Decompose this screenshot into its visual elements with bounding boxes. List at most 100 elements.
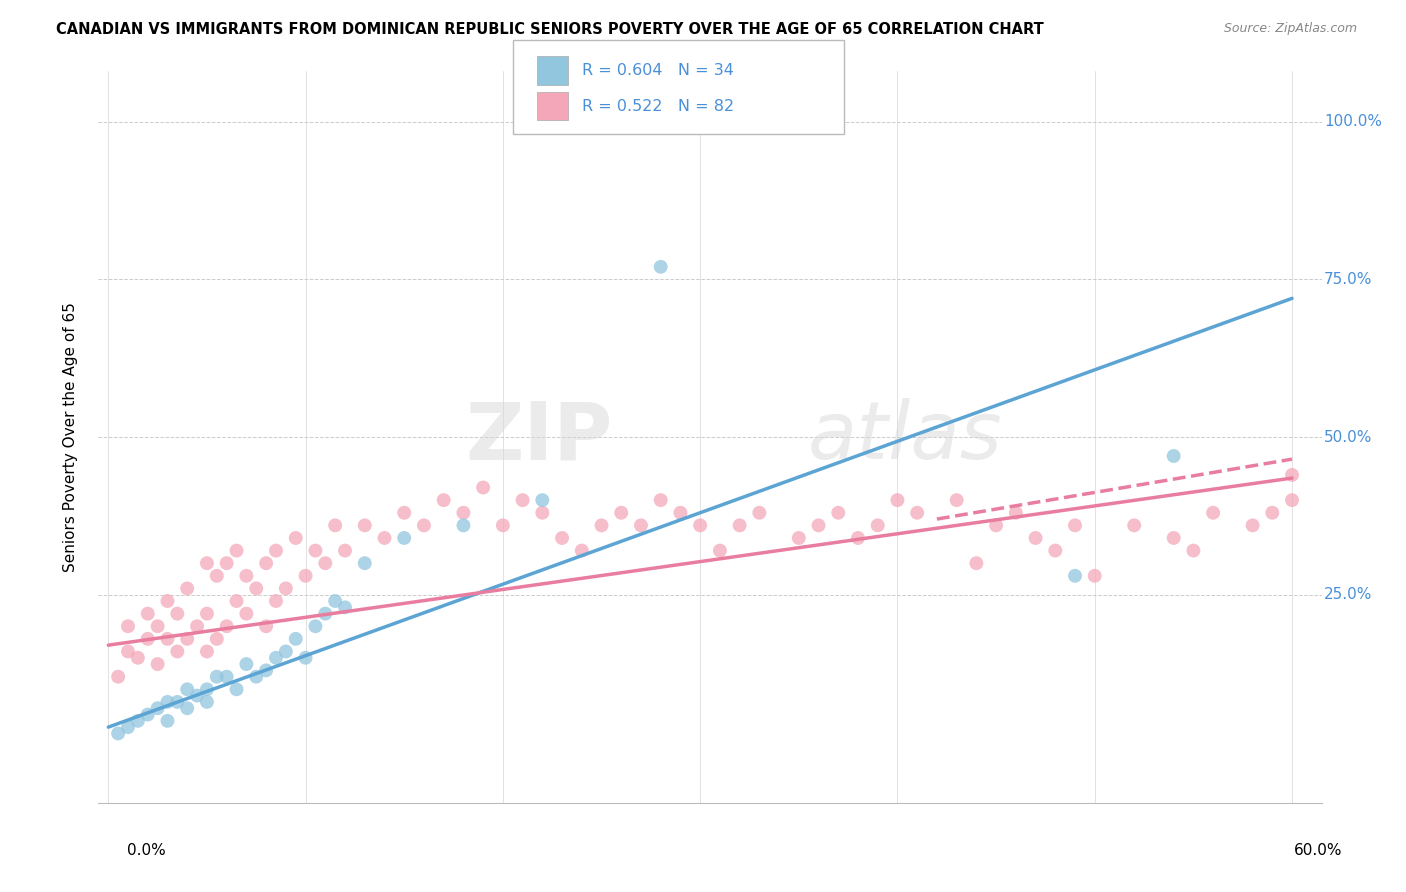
Point (433, 493, 456, 508)
Point (1004, 506, 1026, 520)
Point (294, 650, 316, 665)
Point (353, 518, 375, 533)
Point (127, 650, 149, 665)
Point (205, 632, 228, 646)
Point (254, 619, 277, 633)
Point (136, 607, 159, 621)
Point (294, 569, 316, 583)
Point (333, 543, 356, 558)
Point (205, 670, 228, 684)
Point (215, 556, 238, 570)
Point (886, 493, 908, 508)
Point (274, 644, 297, 658)
Point (453, 518, 475, 533)
Text: Source: ZipAtlas.com: Source: ZipAtlas.com (1223, 22, 1357, 36)
Point (453, 506, 475, 520)
Point (136, 707, 159, 722)
Point (304, 543, 326, 558)
Point (314, 556, 336, 570)
Point (235, 569, 257, 583)
Point (225, 682, 247, 697)
Point (195, 607, 218, 621)
Point (195, 695, 218, 709)
Point (1045, 543, 1067, 558)
Point (1261, 506, 1284, 520)
Text: 60.0%: 60.0% (1295, 843, 1343, 858)
Point (274, 582, 297, 596)
Point (146, 619, 169, 633)
Text: CANADIAN VS IMMIGRANTS FROM DOMINICAN REPUBLIC SENIORS POVERTY OVER THE AGE OF 6: CANADIAN VS IMMIGRANTS FROM DOMINICAN RE… (56, 22, 1045, 37)
Point (1163, 531, 1185, 545)
Point (245, 582, 267, 596)
Point (146, 701, 169, 715)
Point (264, 594, 287, 608)
Text: ZIP: ZIP (465, 398, 612, 476)
Point (1281, 493, 1303, 508)
Point (314, 607, 336, 621)
Point (1064, 518, 1087, 533)
Point (709, 543, 731, 558)
Point (866, 518, 889, 533)
Point (156, 695, 179, 709)
Point (531, 493, 554, 508)
Point (186, 619, 208, 633)
Point (235, 607, 257, 621)
Point (284, 632, 307, 646)
Point (235, 657, 257, 671)
Point (1123, 518, 1146, 533)
Point (136, 632, 159, 646)
Point (166, 695, 188, 709)
Point (176, 632, 198, 646)
Point (195, 682, 218, 697)
Point (1182, 543, 1205, 558)
Point (176, 682, 198, 697)
Point (205, 569, 228, 583)
Text: 25.0%: 25.0% (1324, 587, 1372, 602)
Point (965, 556, 987, 570)
Point (827, 506, 849, 520)
Point (156, 714, 179, 728)
Point (215, 670, 238, 684)
Point (107, 726, 129, 740)
Point (176, 582, 198, 596)
Point (571, 543, 593, 558)
Point (846, 531, 869, 545)
Point (650, 493, 672, 508)
Point (1084, 569, 1107, 583)
Point (264, 650, 287, 665)
Point (650, 260, 672, 274)
Point (669, 506, 692, 520)
Text: 100.0%: 100.0% (1324, 114, 1382, 129)
Point (728, 518, 751, 533)
Text: atlas: atlas (808, 398, 1002, 476)
Point (945, 493, 967, 508)
Point (146, 657, 169, 671)
Point (195, 556, 218, 570)
Text: 0.0%: 0.0% (127, 843, 166, 858)
Point (551, 531, 574, 545)
Text: R = 0.604   N = 34: R = 0.604 N = 34 (582, 63, 734, 78)
Point (472, 481, 495, 495)
Point (225, 594, 247, 608)
Point (1064, 569, 1087, 583)
Point (107, 670, 129, 684)
Point (284, 531, 307, 545)
Point (353, 556, 375, 570)
Point (392, 506, 416, 520)
Point (984, 518, 1007, 533)
Point (492, 518, 515, 533)
Point (166, 644, 188, 658)
Point (1281, 467, 1303, 482)
Point (392, 531, 416, 545)
Point (166, 607, 188, 621)
Point (323, 594, 346, 608)
Point (304, 619, 326, 633)
Point (413, 518, 436, 533)
Text: 75.0%: 75.0% (1324, 272, 1372, 287)
Point (127, 714, 149, 728)
Point (156, 594, 179, 608)
Point (254, 556, 277, 570)
Point (323, 518, 346, 533)
Point (186, 689, 208, 703)
Point (225, 543, 247, 558)
